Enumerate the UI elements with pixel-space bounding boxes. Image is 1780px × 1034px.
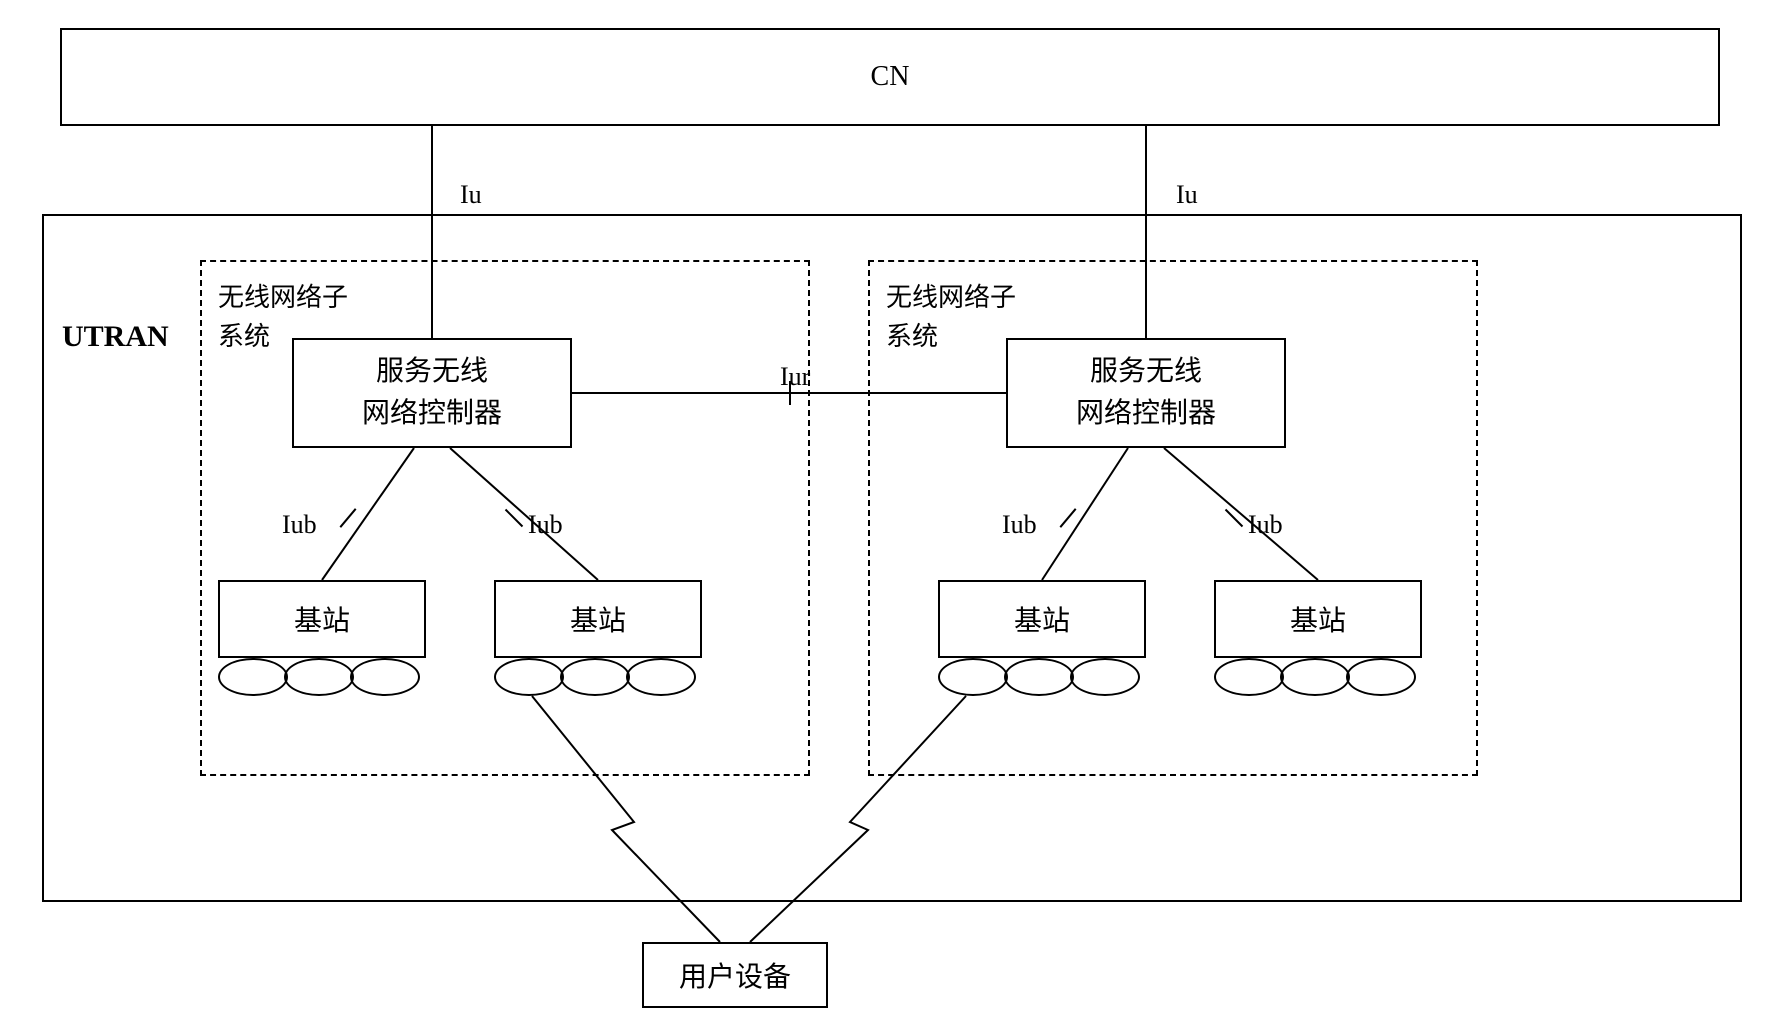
iur-label: Iur: [780, 362, 810, 392]
bs2-label: 基站: [570, 599, 626, 639]
cell-icon: [284, 658, 354, 696]
cell-icon: [494, 658, 564, 696]
iu-left-label: Iu: [460, 180, 482, 210]
rnc1-node: 服务无线 网络控制器: [292, 338, 572, 448]
bs3-cells: [938, 658, 1140, 696]
bs4-cells: [1214, 658, 1416, 696]
iu-right-label: Iu: [1176, 180, 1198, 210]
iu-left-tick: [431, 186, 433, 210]
bs1-cells: [218, 658, 420, 696]
cell-icon: [1346, 658, 1416, 696]
cell-icon: [1004, 658, 1074, 696]
iub1-label: Iub: [282, 510, 317, 540]
iub4-label: Iub: [1248, 510, 1283, 540]
cell-icon: [560, 658, 630, 696]
cell-icon: [938, 658, 1008, 696]
iub3-label: Iub: [1002, 510, 1037, 540]
bs2-node: 基站: [494, 580, 702, 658]
cn-node: CN: [60, 28, 1720, 126]
iur-tick: [789, 381, 791, 405]
rns2-label: 无线网络子 系统: [886, 278, 1016, 356]
bs4-label: 基站: [1290, 599, 1346, 639]
rnc2-label: 服务无线 网络控制器: [1076, 351, 1216, 435]
cn-label: CN: [871, 61, 910, 93]
cell-icon: [1070, 658, 1140, 696]
rnc1-label: 服务无线 网络控制器: [362, 351, 502, 435]
bs4-node: 基站: [1214, 580, 1422, 658]
ue-node: 用户设备: [642, 942, 828, 1008]
iub2-label: Iub: [528, 510, 563, 540]
bs1-label: 基站: [294, 599, 350, 639]
iu-right-tick: [1145, 186, 1147, 210]
cell-icon: [1214, 658, 1284, 696]
bs1-node: 基站: [218, 580, 426, 658]
cell-icon: [350, 658, 420, 696]
bs3-node: 基站: [938, 580, 1146, 658]
bs2-cells: [494, 658, 696, 696]
ue-label: 用户设备: [679, 955, 791, 995]
bs3-label: 基站: [1014, 599, 1070, 639]
utran-label: UTRAN: [62, 320, 169, 354]
cell-icon: [218, 658, 288, 696]
cell-icon: [626, 658, 696, 696]
cell-icon: [1280, 658, 1350, 696]
rnc2-node: 服务无线 网络控制器: [1006, 338, 1286, 448]
